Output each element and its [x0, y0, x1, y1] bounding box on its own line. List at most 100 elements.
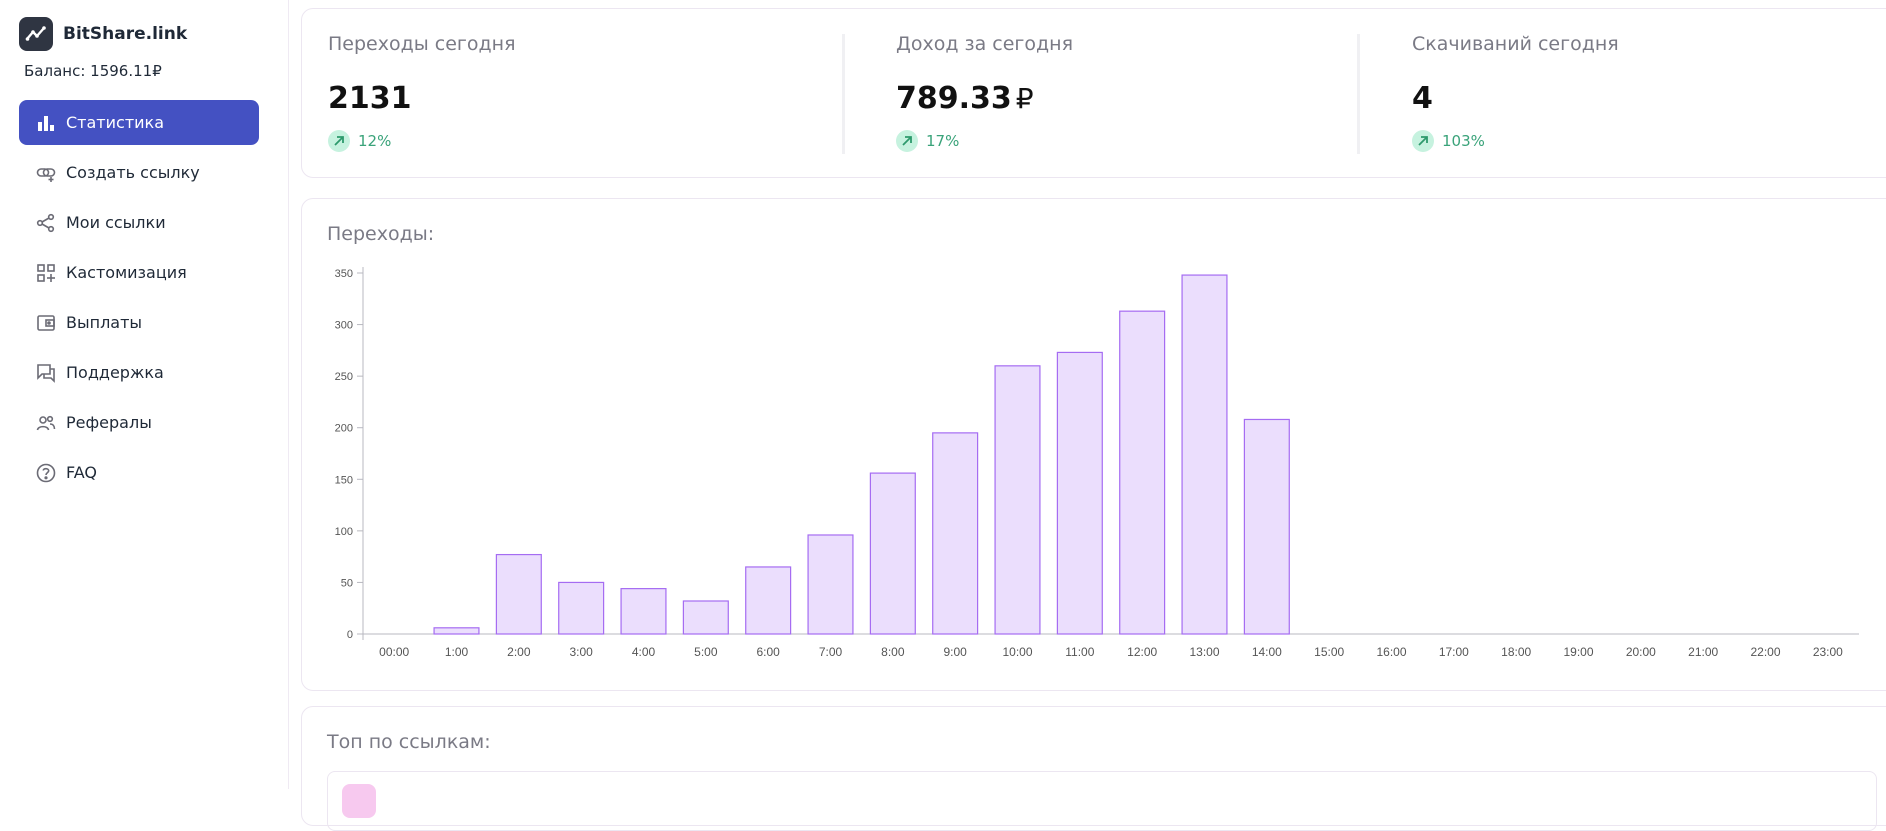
stat-change: 103% [1412, 130, 1485, 152]
y-tick-label: 250 [335, 371, 353, 383]
sidebar-item-label: Кастомизация [66, 263, 187, 282]
bar [495, 553, 542, 635]
bar [558, 581, 605, 635]
sidebar-item-my-links[interactable]: Мои ссылки [19, 200, 259, 245]
x-tick-label: 19:00 [1563, 645, 1593, 659]
wallet-icon [35, 312, 57, 334]
x-tick-label: 3:00 [569, 645, 593, 659]
x-tick-label: 18:00 [1501, 645, 1531, 659]
stat-divider [1357, 34, 1360, 154]
chat-icon [35, 362, 57, 384]
y-tick-label: 350 [335, 268, 353, 280]
users-icon [35, 412, 57, 434]
trend-up-icon [328, 130, 350, 152]
brand-name: BitShare.link [63, 24, 188, 44]
sidebar-item-faq[interactable]: FAQ [19, 450, 259, 495]
bar [994, 365, 1041, 635]
sidebar-item-referrals[interactable]: Рефералы [19, 400, 259, 445]
stat-value: 2131 [328, 81, 412, 116]
balance-currency: ₽ [152, 62, 162, 80]
stats-card: Переходы сегодня 2131 12% Доход за сегод… [301, 8, 1886, 178]
x-tick-label: 9:00 [943, 645, 967, 659]
top-links-title: Топ по ссылкам: [327, 731, 491, 753]
sidebar-item-label: FAQ [66, 463, 97, 482]
sidebar-item-label: Рефералы [66, 413, 152, 432]
y-tick-label: 300 [335, 320, 353, 332]
trend-up-icon [896, 130, 918, 152]
x-tick-label: 10:00 [1002, 645, 1032, 659]
x-tick-label: 15:00 [1314, 645, 1344, 659]
sidebar-item-payouts[interactable]: Выплаты [19, 300, 259, 345]
question-icon [35, 462, 57, 484]
stat-change-value: 17% [926, 132, 960, 150]
x-tick-label: 1:00 [445, 645, 469, 659]
share-icon [35, 212, 57, 234]
stat-value-number: 4 [1412, 81, 1433, 116]
sidebar-item-support[interactable]: Поддержка [19, 350, 259, 395]
top-link-row[interactable] [327, 771, 1877, 831]
bar [869, 472, 916, 635]
bar [433, 627, 480, 635]
x-tick-label: 7:00 [819, 645, 843, 659]
balance-value: 1596.11 [90, 62, 153, 80]
y-tick-label: 200 [335, 423, 353, 435]
x-tick-label: 21:00 [1688, 645, 1718, 659]
stat-change: 12% [328, 130, 391, 152]
sidebar-item-label: Поддержка [66, 363, 164, 382]
stat-label: Переходы сегодня [328, 33, 516, 55]
x-tick-label: 12:00 [1127, 645, 1157, 659]
bar [807, 534, 854, 635]
bar [745, 566, 792, 635]
stat-divider [842, 34, 845, 154]
x-tick-label: 2:00 [507, 645, 531, 659]
trend-up-icon [1412, 130, 1434, 152]
x-tick-label: 8:00 [881, 645, 905, 659]
bar [1119, 310, 1166, 635]
brand[interactable]: BitShare.link [19, 17, 187, 51]
x-tick-label: 23:00 [1813, 645, 1843, 659]
bar [682, 600, 729, 635]
y-tick-label: 0 [347, 629, 353, 641]
logo-icon [19, 17, 53, 51]
sidebar-nav: Статистика Создать ссылку Мои ссылки Кас… [19, 100, 259, 500]
stat-change: 17% [896, 130, 959, 152]
stat-value: 789.33 ₽ [896, 81, 1034, 116]
balance: Баланс: 1596.11₽ [24, 62, 162, 80]
x-tick-label: 11:00 [1065, 645, 1094, 659]
stat-change-value: 12% [358, 132, 392, 150]
y-tick-label: 150 [335, 474, 353, 486]
sidebar-item-label: Выплаты [66, 313, 143, 332]
sidebar-item-label: Статистика [66, 113, 164, 132]
stat-change-value: 103% [1442, 132, 1485, 150]
x-tick-label: 6:00 [756, 645, 780, 659]
bar [1181, 274, 1228, 635]
bar [932, 432, 979, 635]
sidebar-item-create-link[interactable]: Создать ссылку [19, 150, 259, 195]
bar [1243, 418, 1290, 635]
x-tick-label: 14:00 [1252, 645, 1282, 659]
sidebar-item-statistics[interactable]: Статистика [19, 100, 259, 145]
sidebar-item-label: Мои ссылки [66, 213, 166, 232]
y-tick-label: 100 [335, 526, 353, 538]
bar [620, 588, 667, 635]
link-plus-icon [35, 162, 57, 184]
stat-value: 4 [1412, 81, 1433, 116]
bar [1056, 351, 1103, 635]
x-tick-label: 20:00 [1626, 645, 1656, 659]
x-tick-label: 17:00 [1439, 645, 1469, 659]
y-tick-label: 50 [341, 577, 353, 589]
link-avatar [342, 784, 376, 818]
stat-currency: ₽ [1015, 82, 1034, 115]
x-tick-label: 13:00 [1189, 645, 1219, 659]
stat-label: Доход за сегодня [896, 33, 1074, 55]
bar-chart-icon [35, 112, 57, 134]
sidebar-item-label: Создать ссылку [66, 163, 200, 182]
balance-label: Баланс: [24, 62, 86, 80]
x-tick-label: 22:00 [1750, 645, 1780, 659]
bar-chart: 0 50 100 150 200 250 300 350 00:00 1:00 2:00 3:00 4:… [335, 267, 1859, 659]
sidebar-item-customization[interactable]: Кастомизация [19, 250, 259, 295]
stat-label: Скачиваний сегодня [1412, 33, 1619, 55]
x-tick-label: 16:00 [1376, 645, 1406, 659]
top-links-card: Топ по ссылкам: [301, 706, 1886, 831]
stat-value-number: 789.33 [896, 81, 1012, 116]
